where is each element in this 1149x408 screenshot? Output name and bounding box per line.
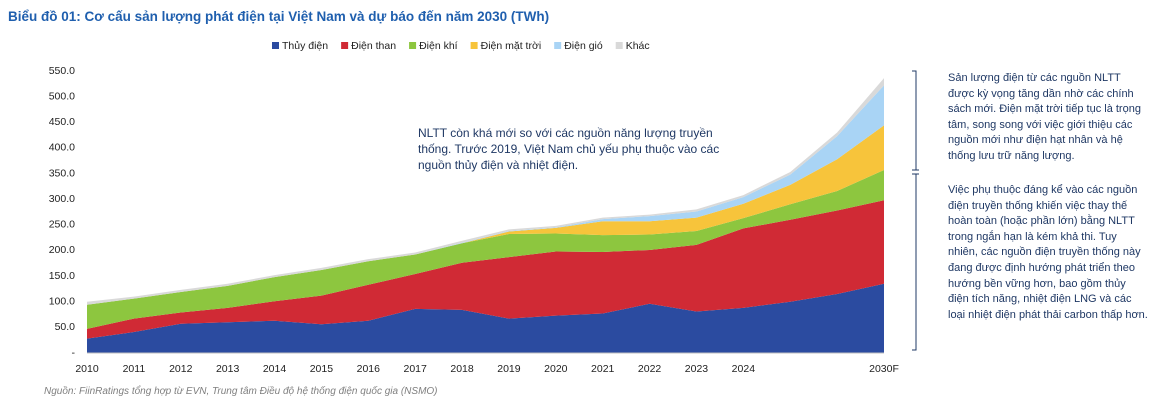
y-tick-label: - xyxy=(72,347,76,359)
area xyxy=(87,200,884,339)
y-tick-label: 450.0 xyxy=(49,116,75,128)
side-note: Việc phụ thuộc đáng kể vào các nguồn điệ… xyxy=(948,184,1148,321)
legend-label: Điện gió xyxy=(564,40,603,52)
y-tick-label: 50.0 xyxy=(55,321,76,333)
area xyxy=(87,125,884,305)
x-tick-label: 2012 xyxy=(169,363,193,375)
annotation: NLTT còn khá mới so với các nguồn năng l… xyxy=(418,126,720,172)
y-tick-label: 250.0 xyxy=(49,219,75,231)
legend-swatch xyxy=(615,42,623,49)
legend-swatch xyxy=(409,42,417,49)
chart-title: Biểu đồ 01: Cơ cấu sản lượng phát điện t… xyxy=(8,9,550,24)
x-tick-label: 2020 xyxy=(544,363,568,375)
legend-label: Điện than xyxy=(351,40,396,52)
area xyxy=(87,169,884,329)
legend-label: Điện khí xyxy=(419,40,458,52)
x-tick-label: 2011 xyxy=(123,363,146,375)
y-tick-label: 100.0 xyxy=(49,296,75,308)
x-tick-label: 2013 xyxy=(216,363,240,375)
source: Nguồn: FiinRatings tổng hợp từ EVN, Trun… xyxy=(44,386,438,397)
y-tick-label: 200.0 xyxy=(49,244,75,256)
x-tick-label: 2023 xyxy=(685,363,709,375)
y-tick-label: 400.0 xyxy=(49,142,75,154)
x-tick-label: 2014 xyxy=(263,363,287,375)
legend-label: Điện mặt trời xyxy=(481,40,542,52)
x-tick-label: 2030F xyxy=(869,363,899,375)
y-tick-label: 150.0 xyxy=(49,270,75,282)
x-tick-label: 2015 xyxy=(310,363,334,375)
x-tick-label: 2018 xyxy=(450,363,474,375)
x-tick-label: 2021 xyxy=(591,363,615,375)
y-tick-label: 550.0 xyxy=(49,65,75,77)
y-tick-label: 300.0 xyxy=(49,193,75,205)
legend-swatch xyxy=(272,42,279,49)
legend-swatch xyxy=(341,42,349,49)
y-tick-label: 500.0 xyxy=(49,90,75,102)
x-tick-label: 2016 xyxy=(357,363,381,375)
bracket xyxy=(912,70,919,171)
x-tick-label: 2010 xyxy=(75,363,99,375)
x-tick-label: 2022 xyxy=(638,363,662,375)
legend-label: Khác xyxy=(626,40,650,52)
y-tick-label: 350.0 xyxy=(49,167,75,179)
area xyxy=(87,283,884,353)
x-tick-label: 2019 xyxy=(497,363,521,375)
x-tick-label: 2024 xyxy=(732,363,756,375)
legend-swatch xyxy=(470,42,478,49)
bracket xyxy=(912,173,919,351)
side-note: Sản lượng điện từ các nguồn NLTT được kỳ… xyxy=(948,72,1141,162)
legend-swatch xyxy=(554,42,562,49)
x-tick-label: 2017 xyxy=(403,363,427,375)
legend-label: Thủy điện xyxy=(282,40,328,52)
